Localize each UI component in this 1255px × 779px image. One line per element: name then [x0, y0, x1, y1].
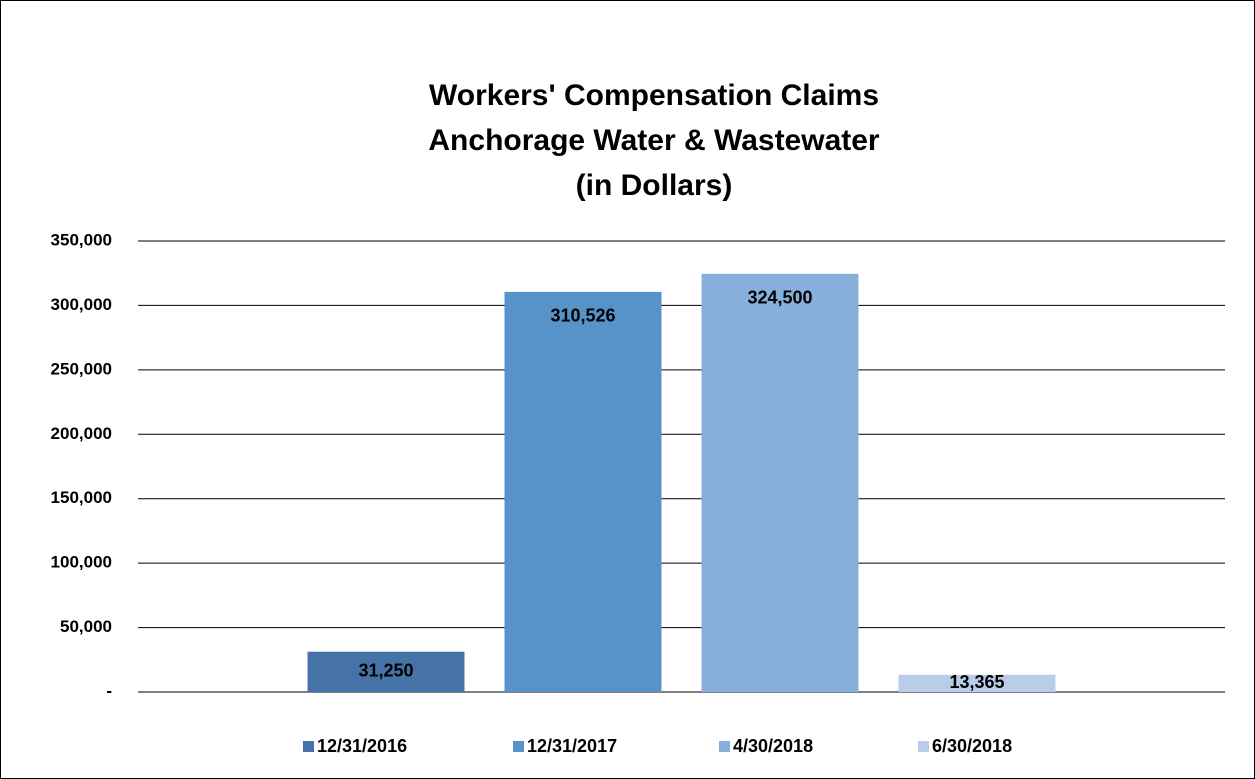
y-tick-label: 100,000 [51, 553, 112, 572]
y-tick-label: 50,000 [60, 617, 112, 636]
legend-label: 4/30/2018 [733, 736, 813, 756]
y-tick-label: 200,000 [51, 424, 112, 443]
legend-swatch [513, 741, 524, 752]
legend-swatch [303, 741, 314, 752]
chart-title: (in Dollars) [576, 169, 733, 202]
bar [898, 674, 1056, 692]
legend-label: 12/31/2017 [527, 736, 617, 756]
y-tick-label: 250,000 [51, 359, 112, 378]
legend-swatch [918, 741, 929, 752]
bar [307, 651, 465, 692]
data-label: 310,526 [550, 306, 615, 326]
chart-title: Anchorage Water & Wastewater [428, 124, 880, 157]
y-tick-label: 350,000 [51, 230, 112, 249]
data-label: 31,250 [358, 661, 413, 681]
legend-swatch [719, 741, 730, 752]
data-label: 13,365 [949, 672, 1004, 692]
y-tick-label: 300,000 [51, 295, 112, 314]
bar [504, 291, 662, 692]
chart-title: Workers' Compensation Claims [429, 79, 879, 112]
y-tick-label: - [106, 681, 112, 700]
bar [701, 273, 859, 692]
legend-label: 6/30/2018 [932, 736, 1012, 756]
data-label: 324,500 [747, 288, 812, 308]
y-tick-label: 150,000 [51, 488, 112, 507]
legend-label: 12/31/2016 [317, 736, 407, 756]
